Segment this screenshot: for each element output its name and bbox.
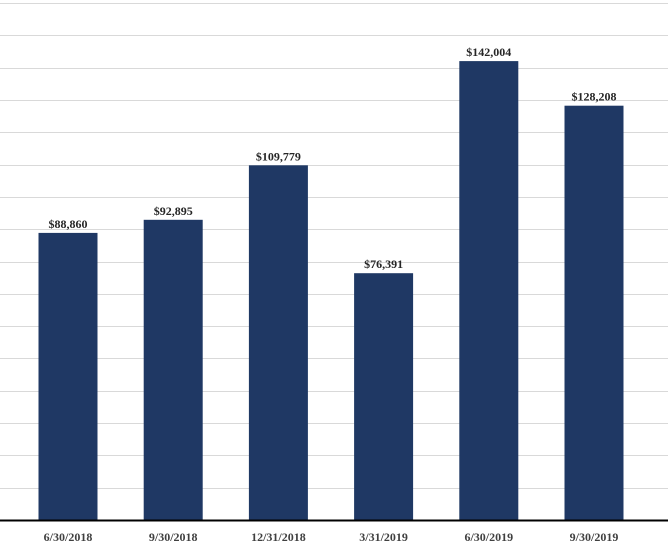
data-label-2: $92,895 [154,204,193,218]
bars [38,61,624,521]
category-label-4: 3/31/2019 [359,530,408,544]
bar-6 [564,105,624,520]
data-label-4: $76,391 [364,257,403,271]
category-label-6: 9/30/2019 [570,530,619,544]
bar-3 [248,165,308,521]
category-label-2: 9/30/2018 [149,530,198,544]
bar-1 [38,232,98,520]
category-label-5: 6/30/2019 [464,530,513,544]
data-label-3: $109,779 [256,149,301,163]
bar-5 [459,61,519,520]
gridlines [0,3,668,489]
data-label-5: $142,004 [466,45,511,59]
bar-2 [143,219,203,521]
data-label-1: $88,860 [49,217,88,231]
bar-4 [354,273,414,520]
data-labels: $88,860 $92,895 $109,779 $76,391 $142,004 $12… [49,45,617,271]
category-label-3: 12/31/2018 [251,530,306,544]
data-label-6: $128,208 [572,90,617,104]
category-label-1: 6/30/2018 [44,530,93,544]
category-labels: 6/30/2018 9/30/2018 12/31/2018 3/31/2019 6/3… [44,530,619,544]
